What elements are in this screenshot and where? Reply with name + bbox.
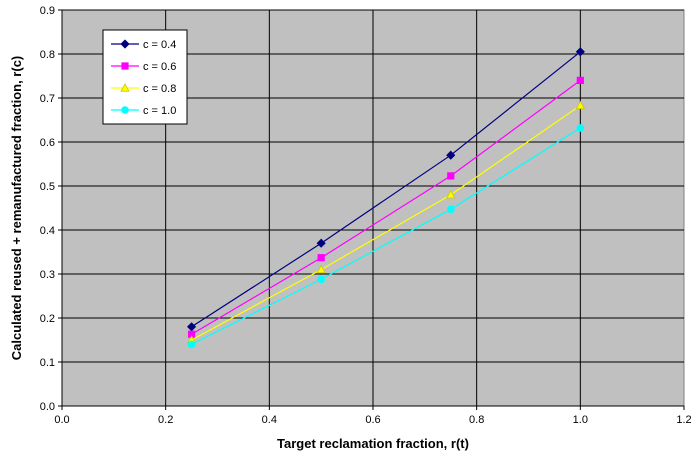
data-point-marker: [121, 62, 129, 70]
y-axis-title: Calculated reused + remanufactured fract…: [9, 56, 24, 361]
x-tick-label: 0.8: [469, 414, 484, 426]
data-point-marker: [187, 340, 196, 349]
data-point-marker: [121, 106, 129, 114]
x-axis-title: Target reclamation fraction, r(t): [277, 436, 469, 451]
data-point-marker: [120, 83, 130, 92]
series-layer: [186, 47, 586, 349]
data-point-marker: [316, 264, 326, 274]
legend-entry: c = 1.0: [111, 105, 176, 117]
data-point-marker: [446, 189, 456, 199]
y-tick-label: 0.8: [40, 49, 55, 61]
x-tick-label: 0.4: [262, 414, 277, 426]
x-tick-label: 1.2: [676, 414, 691, 426]
data-point-marker: [575, 47, 585, 57]
data-point-marker: [317, 275, 325, 284]
series-line: [191, 104, 581, 341]
data-point-marker: [575, 100, 586, 110]
series-line: [191, 79, 581, 335]
y-tick-label: 0.6: [40, 137, 55, 149]
data-point-marker: [576, 76, 584, 84]
axes: [58, 9, 685, 410]
series-1: [187, 47, 585, 332]
legend: c = 0.4 c = 0.6 c = 0.8 c = 1.0: [102, 29, 188, 125]
legend-entry: c = 0.6: [111, 61, 176, 73]
x-tick-label: 0.6: [365, 414, 380, 426]
series-line: [191, 51, 581, 328]
data-point-marker: [446, 150, 456, 160]
x-tick-label: 1.0: [573, 414, 588, 426]
y-tick-label: 0.7: [40, 93, 55, 105]
legend-box: [102, 29, 188, 125]
tick-labels: 0.0 0.1 0.2 0.3 0.4 0.5 0.6 0.7 0.8 0.9 0.0 0.2 0.4 0…: [40, 5, 692, 426]
y-tick-label: 0.1: [40, 357, 55, 369]
legend-label: c = 0.4: [143, 39, 176, 51]
data-point-marker: [446, 205, 455, 214]
data-point-marker: [316, 238, 326, 248]
y-tick-label: 0.3: [40, 269, 55, 281]
series-4: [187, 124, 585, 349]
legend-label: c = 0.6: [143, 61, 176, 73]
x-tick-label: 0.0: [54, 414, 69, 426]
series-line: [191, 127, 581, 345]
series-2: [187, 76, 584, 338]
data-point-marker: [120, 39, 130, 49]
y-tick-label: 0.0: [40, 401, 55, 413]
legend-items: c = 0.4 c = 0.6 c = 0.8 c = 1.0: [111, 39, 176, 117]
y-tick-label: 0.2: [40, 313, 55, 325]
legend-entry: c = 0.4: [111, 39, 176, 51]
x-tick-label: 0.2: [158, 414, 173, 426]
y-tick-label: 0.5: [40, 181, 55, 193]
legend-label: c = 0.8: [143, 83, 176, 95]
legend-entry: c = 0.8: [111, 83, 176, 95]
data-point-marker: [576, 124, 585, 132]
data-point-marker: [317, 254, 325, 262]
data-point-marker: [447, 172, 455, 180]
y-tick-label: 0.4: [40, 225, 55, 237]
legend-label: c = 1.0: [143, 105, 176, 117]
y-tick-label: 0.9: [40, 5, 55, 17]
